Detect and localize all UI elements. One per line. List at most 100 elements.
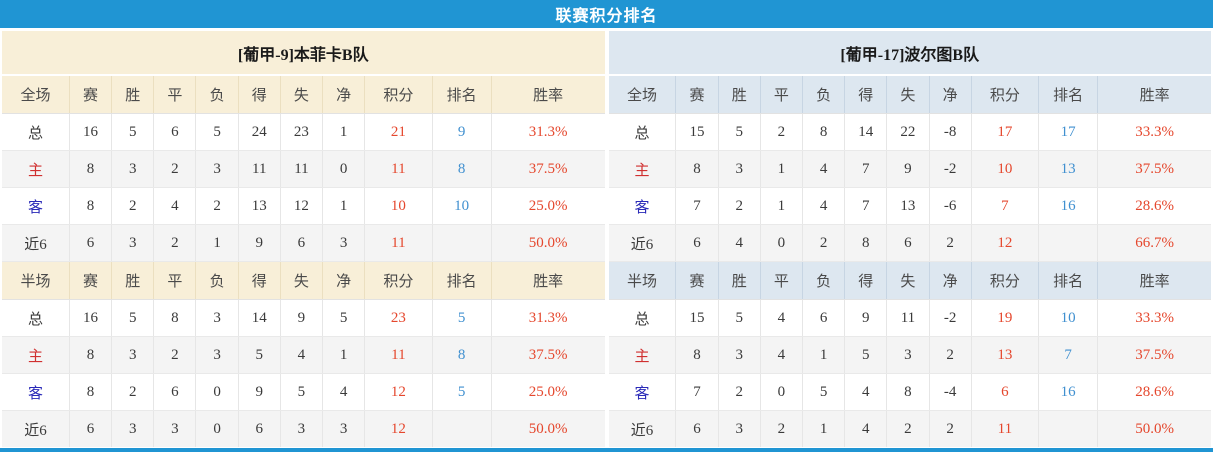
rank-cell: 16 <box>1038 373 1098 411</box>
stat-cell: 3 <box>279 410 323 447</box>
stat-cell: 3 <box>195 299 239 337</box>
stat-cell: 6 <box>237 410 281 447</box>
points-cell: 11 <box>970 410 1039 447</box>
win-rate-cell: 37.5% <box>490 150 605 188</box>
table-row: 主 8 3 2 3 5 4 1 11 8 37.5% <box>2 336 605 374</box>
win-rate-cell: 50.0% <box>1097 410 1211 447</box>
rank-cell: 16 <box>1038 187 1098 225</box>
row-label: 主 <box>2 336 70 374</box>
column-header: 得 <box>844 76 887 114</box>
row-label: 近6 <box>2 410 70 447</box>
stat-cell: 15 <box>675 113 719 151</box>
rank-cell: 10 <box>1038 299 1098 337</box>
stat-cell: 2 <box>717 373 761 411</box>
table-row: 主 8 3 1 4 7 9 -2 10 13 37.5% <box>608 150 1211 188</box>
stat-cell: 3 <box>111 336 154 374</box>
table-row: 总 16 5 8 3 14 9 5 23 5 31.3% <box>2 299 605 337</box>
row-label: 客 <box>2 187 70 225</box>
stat-cell: 3 <box>886 336 929 374</box>
stat-cell: 2 <box>717 187 761 225</box>
stat-cell: 2 <box>153 336 196 374</box>
stat-cell: 6 <box>68 224 112 262</box>
section-label: 全场 <box>2 76 70 114</box>
stat-cell: 1 <box>759 150 803 188</box>
stat-cell: 8 <box>675 336 719 374</box>
stat-cell: 3 <box>321 224 365 262</box>
column-header: 净 <box>321 76 365 114</box>
stat-cell: 8 <box>68 187 112 225</box>
column-header: 胜 <box>111 261 154 300</box>
rank-cell <box>431 410 492 447</box>
win-rate-cell: 50.0% <box>490 410 605 447</box>
stat-cell: 1 <box>321 113 365 151</box>
column-header: 得 <box>237 261 281 300</box>
row-label: 主 <box>2 150 70 188</box>
column-header: 负 <box>195 76 239 114</box>
column-header: 胜 <box>111 76 154 114</box>
rank-cell: 8 <box>431 150 492 188</box>
win-rate-cell: 28.6% <box>1097 373 1211 411</box>
win-rate-cell: 28.6% <box>1097 187 1211 225</box>
stat-cell: 4 <box>801 187 845 225</box>
rank-cell: 13 <box>1038 150 1098 188</box>
column-header: 胜 <box>717 76 761 114</box>
stat-cell: 0 <box>759 224 803 262</box>
points-cell: 10 <box>970 150 1039 188</box>
table-row: 近6 6 3 2 1 4 2 2 11 50.0% <box>608 410 1211 447</box>
column-header: 胜率 <box>490 76 605 114</box>
row-label: 近6 <box>608 410 676 447</box>
stat-cell: 7 <box>844 150 887 188</box>
column-header: 积分 <box>970 76 1039 114</box>
section-header-row: 全场赛胜平负得失净积分 排名 胜率 <box>2 76 605 114</box>
stat-cell: 1 <box>321 336 365 374</box>
points-cell: 23 <box>364 299 433 337</box>
stat-cell: 11 <box>237 150 281 188</box>
stat-cell: 2 <box>759 113 803 151</box>
points-cell: 12 <box>364 373 433 411</box>
column-header: 赛 <box>675 261 719 300</box>
win-rate-cell: 50.0% <box>490 224 605 262</box>
row-label: 近6 <box>608 224 676 262</box>
row-label: 客 <box>608 373 676 411</box>
stat-cell: 12 <box>279 187 323 225</box>
row-label: 主 <box>608 150 676 188</box>
column-header: 胜率 <box>1097 261 1211 300</box>
stat-cell: 4 <box>759 299 803 337</box>
column-header: 排名 <box>431 76 492 114</box>
stat-cell: 4 <box>153 187 196 225</box>
stat-cell: 5 <box>111 113 154 151</box>
table-row: 总 16 5 6 5 24 23 1 21 9 31.3% <box>2 113 605 151</box>
points-cell: 21 <box>364 113 433 151</box>
stat-cell: 4 <box>321 373 365 411</box>
stat-cell: 7 <box>675 373 719 411</box>
table-row: 主 8 3 2 3 11 11 0 11 8 37.5% <box>2 150 605 188</box>
rank-cell: 10 <box>431 187 492 225</box>
bottom-accent-bar <box>0 448 1213 452</box>
row-label: 总 <box>608 113 676 151</box>
stat-cell: 5 <box>717 113 761 151</box>
stat-cell: 6 <box>68 410 112 447</box>
stat-cell: 6 <box>886 224 929 262</box>
stat-cell: -2 <box>928 299 972 337</box>
stat-cell: 1 <box>801 410 845 447</box>
points-cell: 11 <box>364 224 433 262</box>
table-row: 客 8 2 6 0 9 5 4 12 5 25.0% <box>2 373 605 411</box>
table-row: 主 8 3 4 1 5 3 2 13 7 37.5% <box>608 336 1211 374</box>
stat-cell: 5 <box>195 113 239 151</box>
stat-cell: 15 <box>675 299 719 337</box>
points-cell: 19 <box>970 299 1039 337</box>
rank-cell: 5 <box>431 299 492 337</box>
stat-cell: 16 <box>68 299 112 337</box>
stats-table-right: 全场赛胜平负得失净积分 排名 胜率总 15 5 2 8 14 22 -8 17 17 33.3% 主 8 3 1… <box>608 76 1211 447</box>
stat-cell: 6 <box>279 224 323 262</box>
stat-cell: 2 <box>153 150 196 188</box>
table-row: 近6 6 4 0 2 8 6 2 12 66.7% <box>608 224 1211 262</box>
column-header: 排名 <box>431 261 492 300</box>
column-header: 失 <box>886 76 929 114</box>
stat-cell: 8 <box>68 373 112 411</box>
section-header-row: 半场赛胜平负得失净积分 排名 胜率 <box>608 261 1211 300</box>
stat-cell: 3 <box>111 150 154 188</box>
rank-cell: 7 <box>1038 336 1098 374</box>
stat-cell: 9 <box>279 299 323 337</box>
rank-cell: 5 <box>431 373 492 411</box>
